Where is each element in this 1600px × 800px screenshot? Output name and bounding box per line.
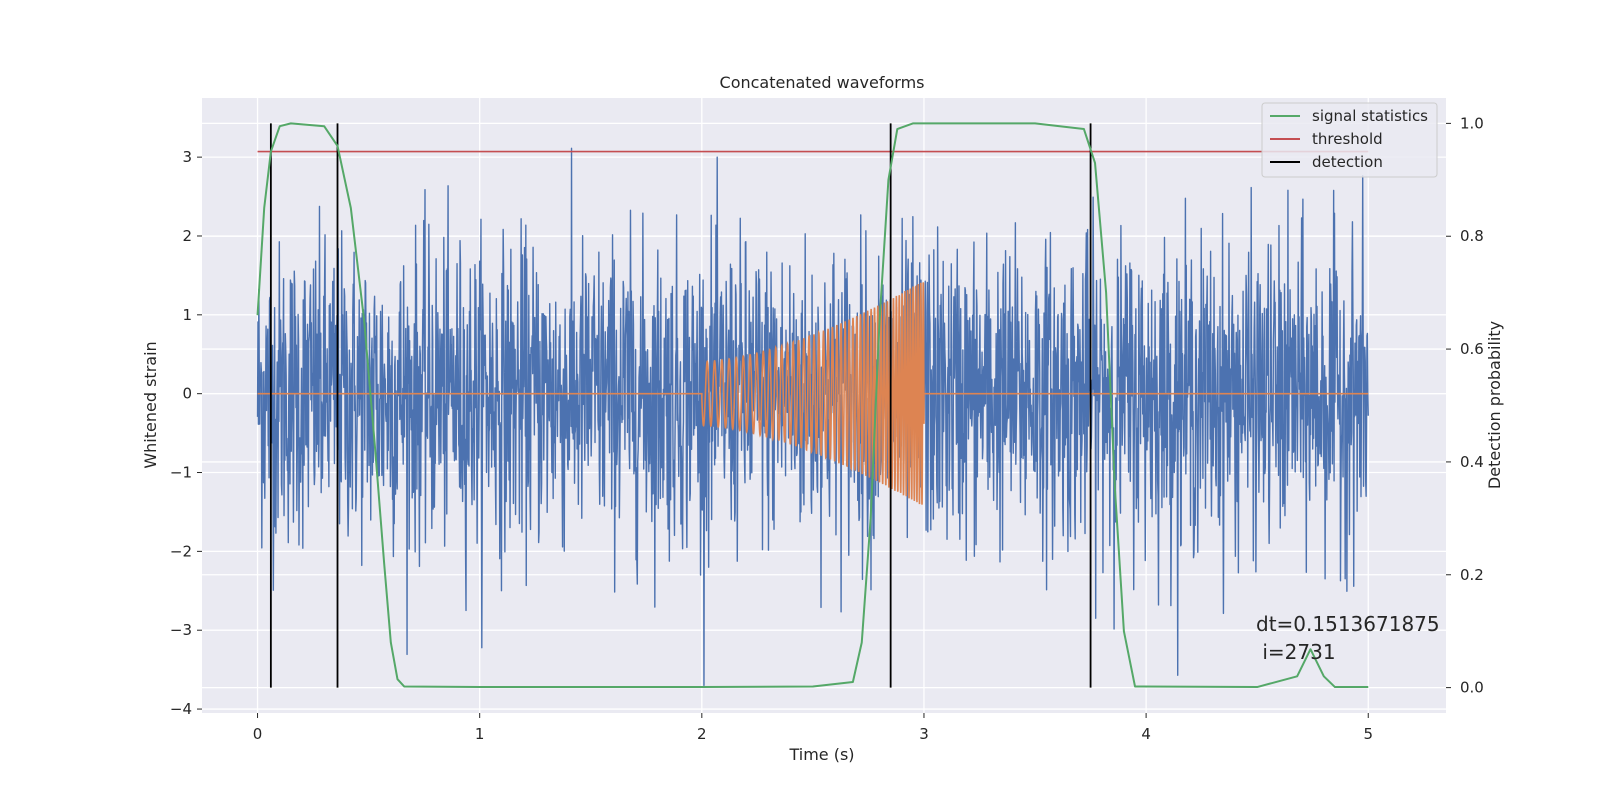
y-tick-label: −4 [170, 700, 192, 718]
plot-area [256, 122, 1369, 689]
x-tick-label: 1 [475, 725, 485, 743]
y-tick-label: 1 [182, 306, 192, 324]
legend-label-detection: detection [1312, 153, 1383, 171]
y-axis-label: Whitened strain [141, 341, 160, 468]
legend-box [1261, 102, 1438, 178]
y-tick-label: −2 [170, 542, 192, 560]
y2-tick-label: 0.6 [1460, 340, 1484, 358]
x-tick-label: 4 [1141, 725, 1151, 743]
annotation-dt: dt=0.1513671875 [1256, 612, 1440, 636]
y-tick-label: 3 [182, 148, 192, 166]
chart-title: Concatenated waveforms [720, 73, 925, 92]
y-tick-label: −3 [170, 621, 192, 639]
legend-label-threshold: threshold [1312, 130, 1383, 148]
y2-tick-label: 1.0 [1460, 114, 1484, 132]
x-tick-label: 5 [1363, 725, 1373, 743]
y-tick-label: 2 [182, 227, 192, 245]
x-tick-label: 0 [253, 725, 263, 743]
y2-axis-ticks: 0.0 0.2 0.4 0.6 0.8 1.0 [1446, 114, 1484, 697]
signal-statistics-line [256, 122, 1369, 689]
legend: signal statistics threshold detection [1261, 102, 1438, 178]
x-axis-label: Time (s) [788, 745, 854, 764]
annotation-index: i=2731 [1256, 640, 1336, 664]
y-axis-ticks: −4 −3 −2 −1 0 1 2 3 [170, 148, 202, 718]
x-tick-label: 3 [919, 725, 929, 743]
y2-tick-label: 0.0 [1460, 679, 1484, 697]
y2-axis-label: Detection probability [1485, 321, 1504, 489]
injection-series [257, 282, 1369, 505]
y-tick-label: 0 [182, 385, 192, 403]
y-tick-label: −1 [170, 464, 192, 482]
y2-tick-label: 0.2 [1460, 566, 1484, 584]
x-tick-label: 2 [697, 725, 707, 743]
x-axis-ticks: 0 1 2 3 4 5 [253, 713, 1373, 743]
legend-label-signal-statistics: signal statistics [1312, 107, 1428, 125]
y2-tick-label: 0.4 [1460, 453, 1484, 471]
y2-tick-label: 0.8 [1460, 227, 1484, 245]
